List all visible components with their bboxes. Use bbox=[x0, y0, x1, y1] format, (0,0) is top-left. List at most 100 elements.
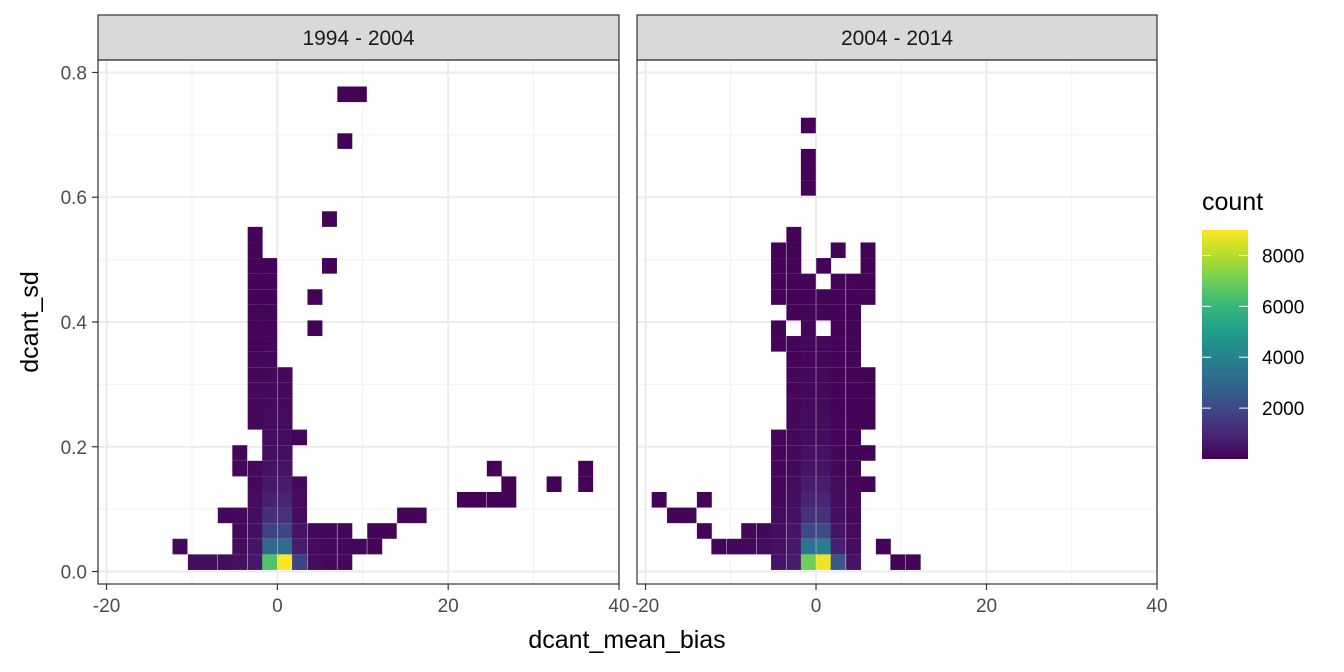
bin-tile bbox=[262, 445, 278, 461]
bin-tile bbox=[247, 336, 263, 352]
bin-tile bbox=[786, 351, 802, 368]
bin-tile bbox=[830, 367, 846, 383]
bin-tile bbox=[321, 554, 337, 570]
bin-tile bbox=[321, 538, 337, 555]
bin-tile bbox=[771, 445, 786, 461]
bin-tile bbox=[830, 414, 846, 430]
bin-tile bbox=[786, 538, 802, 555]
bin-tile bbox=[307, 554, 323, 570]
bin-tile bbox=[816, 460, 832, 477]
bin-tile bbox=[786, 460, 802, 477]
bin-tile bbox=[247, 523, 263, 539]
bin-tile bbox=[771, 258, 786, 274]
bin-tile bbox=[800, 554, 816, 570]
bin-tile bbox=[786, 304, 802, 321]
bin-tile bbox=[800, 164, 816, 181]
bin-tile bbox=[711, 538, 727, 555]
bins bbox=[172, 86, 594, 570]
legend-ticks: 2000 4000 6000 8000 bbox=[1202, 246, 1304, 420]
bin-tile bbox=[846, 304, 861, 321]
bin-tile bbox=[681, 507, 697, 524]
bin-tile bbox=[292, 429, 308, 446]
bin-tile bbox=[726, 538, 742, 555]
bin-tile bbox=[816, 304, 832, 321]
bin-tile bbox=[337, 538, 353, 555]
bin-tile bbox=[860, 242, 876, 259]
bin-tile bbox=[307, 538, 323, 555]
bin-tile bbox=[786, 507, 802, 524]
bin-tile bbox=[786, 398, 802, 415]
bin-tile bbox=[202, 554, 218, 570]
bin-tile bbox=[816, 523, 832, 539]
bin-tile bbox=[247, 460, 263, 477]
bin-tile bbox=[846, 289, 861, 305]
bin-tile bbox=[786, 242, 802, 259]
bin-tile bbox=[786, 429, 802, 446]
bin-tile bbox=[277, 460, 293, 477]
y-tick-label: 0.6 bbox=[61, 188, 87, 209]
bin-tile bbox=[771, 460, 786, 477]
bin-tile bbox=[771, 273, 786, 290]
bin-tile bbox=[262, 507, 278, 524]
bin-tile bbox=[262, 523, 278, 539]
bin-tile bbox=[277, 491, 293, 508]
bin-tile bbox=[816, 445, 832, 461]
bin-tile bbox=[277, 398, 293, 415]
bin-tile bbox=[756, 538, 772, 555]
bin-tile bbox=[771, 554, 786, 570]
x-axis-panel-1: -20 0 20 40 bbox=[93, 584, 630, 617]
bin-tile bbox=[262, 320, 278, 337]
bin-tile bbox=[307, 289, 323, 305]
bin-tile bbox=[786, 554, 802, 570]
bin-tile bbox=[875, 538, 891, 555]
bin-tile bbox=[800, 180, 816, 196]
bin-tile bbox=[800, 398, 816, 415]
bin-tile bbox=[262, 414, 278, 430]
bin-tile bbox=[277, 554, 293, 570]
bin-tile bbox=[786, 382, 802, 399]
bin-tile bbox=[800, 351, 816, 368]
bin-tile bbox=[351, 538, 367, 555]
bin-tile bbox=[501, 491, 517, 508]
bin-tile bbox=[846, 398, 861, 415]
x-tick-label: 40 bbox=[1146, 596, 1167, 617]
bin-tile bbox=[786, 336, 802, 352]
bin-tile bbox=[816, 554, 832, 570]
bin-tile bbox=[321, 523, 337, 539]
bin-tile bbox=[756, 523, 772, 539]
bin-tile bbox=[800, 382, 816, 399]
bin-tile bbox=[232, 507, 248, 524]
bin-tile bbox=[292, 554, 308, 570]
bin-tile bbox=[771, 538, 786, 555]
facet-panel-2004-2014: 2004 - 2014 bbox=[636, 14, 1158, 585]
bin-tile bbox=[786, 367, 802, 383]
bin-tile bbox=[800, 117, 816, 134]
bin-tile bbox=[247, 414, 263, 430]
bin-tile bbox=[337, 554, 353, 570]
bin-tile bbox=[247, 351, 263, 368]
legend-colorbar bbox=[1202, 230, 1248, 459]
bin-tile bbox=[578, 460, 594, 477]
bin-tile bbox=[232, 523, 248, 539]
bin-tile bbox=[800, 336, 816, 352]
bin-tile bbox=[830, 554, 846, 570]
bin-tile bbox=[800, 429, 816, 446]
bin-tile bbox=[277, 523, 293, 539]
x-axis-title: dcant_mean_bias bbox=[528, 626, 725, 654]
bin-tile bbox=[816, 351, 832, 368]
bin-tile bbox=[846, 273, 861, 290]
bin-tile bbox=[800, 491, 816, 508]
bin-tile bbox=[321, 211, 337, 227]
bin-tile bbox=[262, 429, 278, 446]
strip-background bbox=[636, 14, 1158, 61]
bin-tile bbox=[667, 507, 682, 524]
y-axis-title: dcant_sd bbox=[16, 271, 44, 372]
bin-tile bbox=[786, 258, 802, 274]
bin-tile bbox=[471, 491, 487, 508]
bin-tile bbox=[830, 445, 846, 461]
bin-tile bbox=[786, 491, 802, 508]
bin-tile bbox=[247, 273, 263, 290]
bin-tile bbox=[771, 507, 786, 524]
bin-tile bbox=[830, 507, 846, 524]
